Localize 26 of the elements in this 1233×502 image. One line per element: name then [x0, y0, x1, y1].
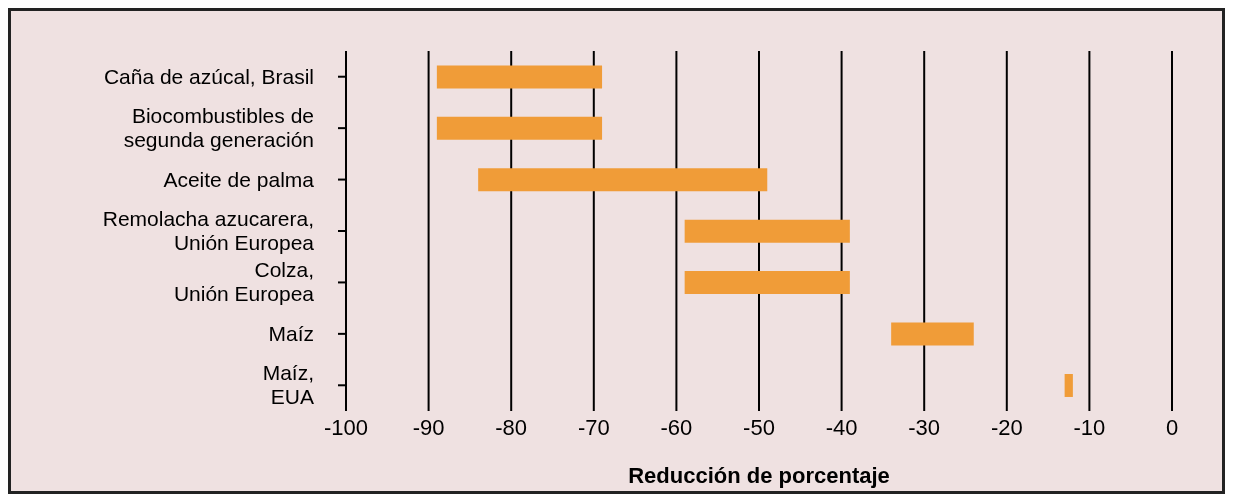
y-tick-label: Maíz — [268, 321, 314, 345]
y-tick-label: Colza, Unión Europea — [173, 258, 315, 306]
bar — [684, 271, 850, 295]
bar — [478, 168, 768, 192]
x-tick-label: -40 — [825, 414, 858, 440]
y-tick-label: Biocombustibles de segunda generación — [123, 104, 314, 152]
bar — [1064, 373, 1073, 397]
bar — [436, 65, 603, 89]
x-tick-label: -80 — [495, 414, 528, 440]
y-tick-label: Maíz, EUA — [262, 361, 314, 409]
x-tick-label: -30 — [908, 414, 941, 440]
x-tick-label: -70 — [577, 414, 610, 440]
x-tick-label: -100 — [323, 414, 369, 440]
bar — [684, 219, 850, 243]
bar — [891, 322, 974, 346]
x-tick-label: -10 — [1073, 414, 1106, 440]
x-tick-label: -60 — [660, 414, 693, 440]
y-tick-label: Remolacha azucarera, Unión Europea — [102, 207, 315, 254]
y-tick-label: Caña de azúcal, Brasil — [103, 64, 314, 88]
x-tick-label: 0 — [1165, 414, 1179, 440]
bar — [436, 116, 603, 140]
x-tick-label: -20 — [990, 414, 1023, 440]
x-axis-title: Reducción de porcentaje — [628, 463, 890, 488]
x-tick-label: -90 — [412, 414, 445, 440]
x-tick-label: -50 — [743, 414, 775, 440]
y-tick-label: Aceite de palma — [163, 167, 315, 191]
